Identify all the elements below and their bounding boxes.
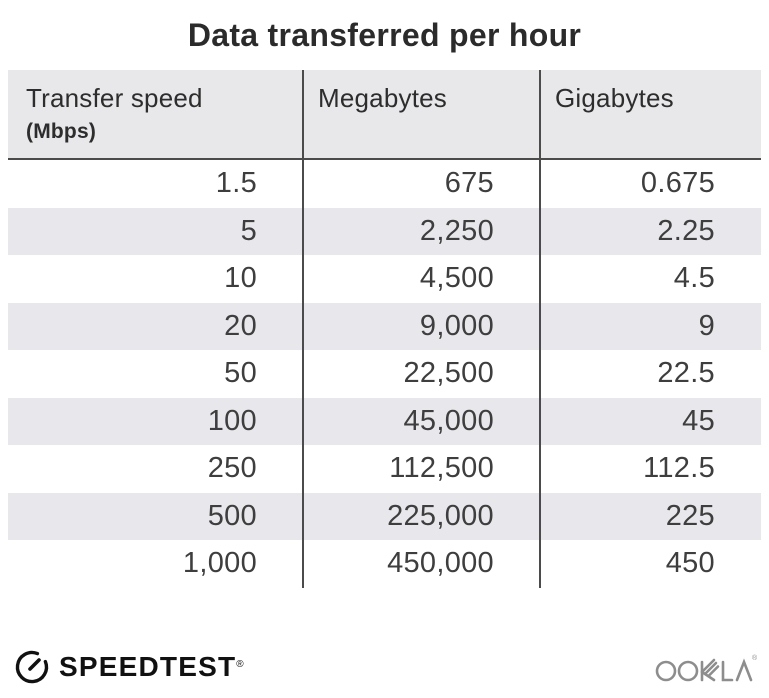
table-row: 1.5 675 0.675 [8, 160, 761, 208]
cell-megabytes: 9,000 [419, 309, 494, 342]
table-row: 50 22,500 22.5 [8, 350, 761, 398]
cell-speed: 1.5 [215, 167, 257, 200]
cell-megabytes: 112,500 [389, 452, 494, 485]
data-table: Transfer speed (Mbps) Megabytes Gigabyte… [8, 70, 761, 588]
cell-speed: 250 [207, 452, 257, 485]
cell-gigabytes: 0.675 [640, 167, 715, 200]
cell-gigabytes: 2.25 [657, 214, 715, 247]
cell-gigabytes: 45 [682, 404, 715, 437]
footer: SPEEDTEST® OOKLA ® [0, 649, 769, 685]
ookla-registered-trademark: ® [752, 654, 757, 662]
header-transfer-speed-label: Transfer speed [26, 83, 203, 113]
table-row: 1,000 450,000 450 [8, 540, 761, 588]
cell-megabytes: 22,500 [403, 357, 494, 390]
table-row: 500 225,000 225 [8, 492, 761, 540]
cell-megabytes: 450,000 [387, 547, 494, 580]
cell-megabytes: 225,000 [387, 499, 494, 532]
column-divider [539, 70, 541, 588]
cell-speed: 1,000 [182, 547, 257, 580]
gauge-needle [28, 658, 41, 671]
cell-speed: 50 [224, 357, 257, 390]
cell-megabytes: 4,500 [419, 262, 494, 295]
table-row: 10 4,500 4.5 [8, 255, 761, 303]
cell-gigabytes: 4.5 [673, 262, 715, 295]
page-title: Data transferred per hour [187, 17, 582, 53]
table-header-row: Transfer speed (Mbps) Megabytes Gigabyte… [8, 70, 761, 160]
cell-megabytes: 2,250 [419, 214, 494, 247]
table-row: 250 112,500 112.5 [8, 445, 761, 493]
cell-gigabytes: 22.5 [657, 357, 715, 390]
registered-trademark: ® [236, 659, 245, 670]
cell-speed: 10 [224, 262, 257, 295]
cell-megabytes: 675 [444, 167, 494, 200]
cell-gigabytes: 225 [665, 499, 715, 532]
ookla-wordmark-icon: ® [655, 654, 757, 682]
cell-megabytes: 45,000 [403, 404, 494, 437]
cell-gigabytes: 9 [698, 309, 715, 342]
cell-gigabytes: 450 [665, 547, 715, 580]
column-divider [302, 70, 304, 588]
speedtest-gauge-icon [15, 650, 49, 684]
table-row: 20 9,000 9 [8, 302, 761, 350]
header-gigabytes: Gigabytes [555, 83, 674, 113]
cell-gigabytes: 112.5 [643, 452, 715, 485]
cell-speed: 100 [207, 404, 257, 437]
table-row: 5 2,250 2.25 [8, 207, 761, 255]
speedtest-wordmark: SPEEDTEST® [59, 651, 245, 682]
cell-speed: 5 [240, 214, 257, 247]
header-transfer-speed: Transfer speed (Mbps) [8, 70, 303, 158]
header-megabytes: Megabytes [318, 83, 447, 113]
cell-speed: 20 [224, 309, 257, 342]
ookla-logo: OOKLA ® [655, 650, 757, 684]
header-transfer-speed-unit: (Mbps) [26, 120, 97, 143]
table-row: 100 45,000 45 [8, 397, 761, 445]
cell-speed: 500 [207, 499, 257, 532]
speedtest-logo: SPEEDTEST® [14, 649, 245, 685]
